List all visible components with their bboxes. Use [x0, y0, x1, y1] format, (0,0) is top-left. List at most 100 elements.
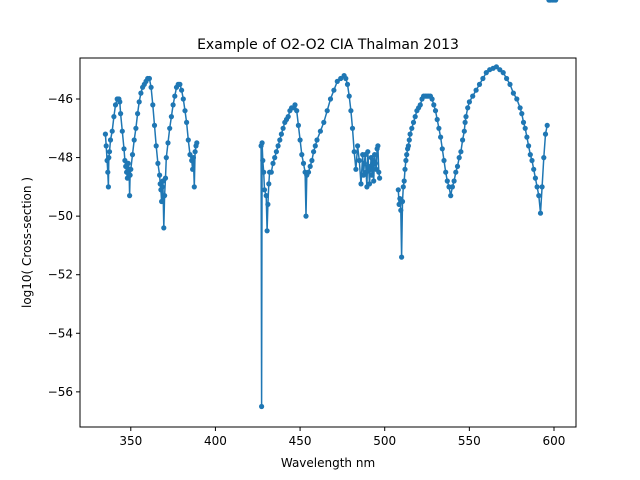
- data-point: [129, 152, 136, 158]
- data-point: [534, 184, 540, 190]
- data-point: [133, 125, 139, 131]
- data-point: [510, 90, 516, 96]
- data-point: [161, 225, 167, 231]
- data-point: [353, 166, 359, 172]
- data-point: [106, 155, 112, 161]
- data-point: [151, 122, 158, 128]
- data-point: [259, 140, 265, 146]
- data-point: [405, 143, 411, 149]
- data-point: [500, 70, 506, 76]
- data-point: [363, 169, 369, 175]
- data-point: [321, 119, 327, 125]
- data-point: [441, 157, 447, 164]
- y-axis-label: log10( Cross-section ): [20, 177, 34, 308]
- data-point: [277, 137, 283, 143]
- data-point: [403, 157, 409, 164]
- data-point: [524, 134, 530, 140]
- data-point: [402, 166, 408, 172]
- data-point: [529, 157, 535, 164]
- data-point: [167, 125, 173, 131]
- data-point: [138, 90, 144, 96]
- data-point: [429, 96, 435, 102]
- data-point: [106, 149, 113, 155]
- data-point: [264, 228, 270, 234]
- data-point: [401, 178, 407, 184]
- data-point: [449, 184, 455, 190]
- data-point: [327, 96, 334, 102]
- data-point: [111, 114, 117, 120]
- data-point: [273, 149, 279, 155]
- data-point: [317, 128, 323, 134]
- y-axis-ticks: −56 −54 −52 −50 −48 −46: [48, 92, 80, 399]
- data-point: [303, 213, 309, 219]
- data-point: [112, 102, 119, 108]
- data-point: [294, 108, 300, 114]
- data-point: [180, 96, 186, 102]
- data-point: [155, 160, 161, 166]
- series-line: [397, 65, 548, 258]
- data-point: [463, 114, 469, 120]
- data-point: [351, 149, 357, 155]
- data-point: [148, 84, 154, 90]
- data-point: [170, 102, 176, 108]
- data-point: [553, 0, 559, 3]
- data-point: [434, 116, 440, 123]
- data-point: [367, 166, 373, 172]
- data-point: [292, 102, 298, 108]
- data-point: [285, 114, 291, 120]
- data-point: [187, 152, 193, 158]
- data-point: [517, 105, 523, 111]
- data-point: [162, 193, 168, 199]
- data-point: [261, 187, 268, 193]
- data-point: [163, 155, 169, 161]
- data-point: [451, 178, 457, 184]
- data-point: [372, 160, 378, 166]
- chart-title: Example of O2-O2 CIA Thalman 2013: [197, 37, 459, 53]
- data-point: [278, 131, 284, 137]
- x-tick-label: 400: [204, 434, 227, 448]
- data-point: [458, 149, 464, 155]
- data-point: [417, 102, 423, 108]
- x-axis-ticks: 350 400 450 500 550 600: [119, 427, 565, 448]
- data-point: [299, 152, 305, 158]
- data-point: [125, 160, 131, 166]
- data-point: [172, 93, 178, 99]
- data-point: [307, 163, 313, 169]
- data-point: [398, 207, 404, 213]
- data-point: [431, 102, 437, 108]
- data-point: [146, 75, 152, 82]
- data-point: [349, 125, 356, 131]
- data-point: [109, 128, 115, 134]
- data-point: [280, 125, 286, 131]
- data-point: [275, 143, 281, 149]
- data-point: [483, 70, 489, 76]
- data-point: [507, 81, 513, 87]
- data-point: [409, 125, 415, 131]
- data-point: [358, 181, 364, 187]
- data-point: [119, 128, 125, 134]
- x-axis-label: Wavelength nm: [281, 456, 375, 470]
- data-point: [159, 198, 165, 205]
- data-point: [261, 169, 267, 175]
- data-point: [348, 108, 354, 114]
- data-point: [365, 149, 371, 155]
- data-point: [519, 111, 525, 117]
- data-point: [107, 137, 114, 143]
- data-point: [542, 131, 549, 137]
- data-point: [192, 149, 198, 155]
- data-point: [436, 125, 442, 131]
- data-point: [268, 169, 274, 175]
- data-point: [356, 157, 362, 164]
- data-point: [150, 102, 156, 108]
- data-point: [121, 146, 127, 152]
- data-point: [399, 198, 406, 205]
- data-point: [295, 122, 301, 128]
- data-point: [438, 134, 444, 140]
- data-point: [190, 155, 196, 161]
- data-point: [456, 155, 462, 161]
- data-point: [444, 178, 450, 184]
- data-point: [260, 157, 266, 164]
- data-point: [182, 108, 188, 114]
- data-point: [476, 81, 483, 87]
